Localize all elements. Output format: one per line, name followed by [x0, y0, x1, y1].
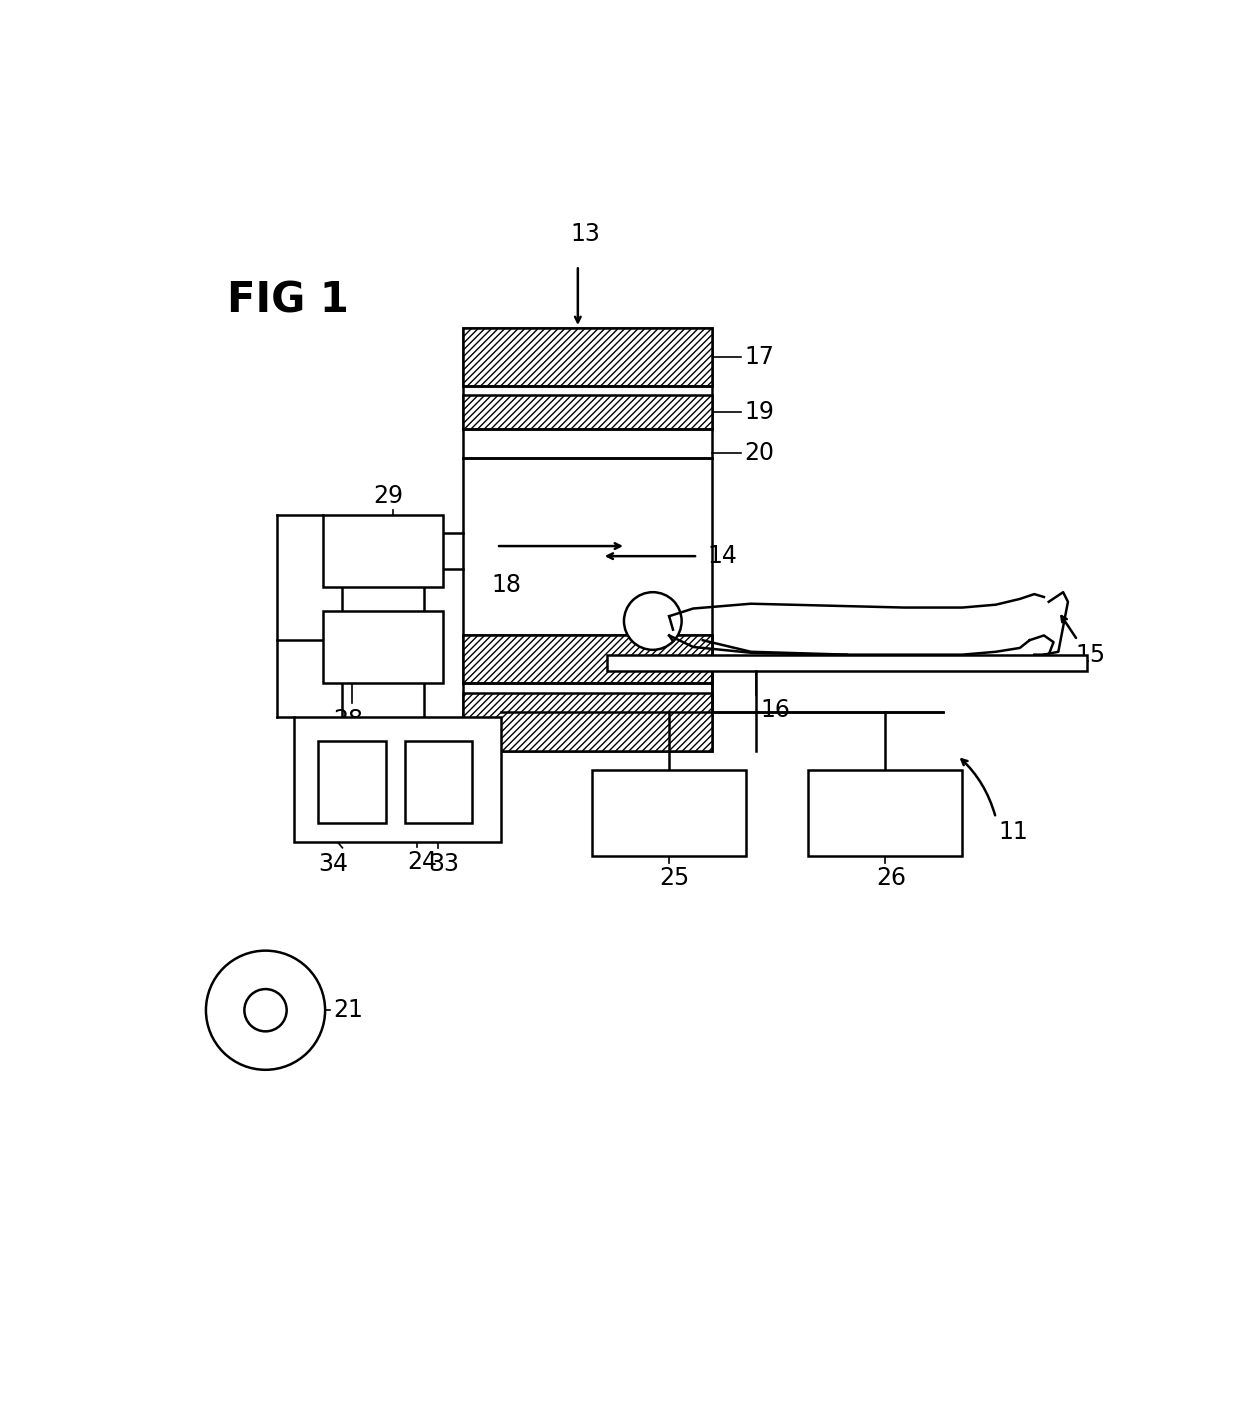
Text: 16: 16 — [760, 698, 790, 722]
Text: 25: 25 — [660, 866, 689, 890]
Text: 18: 18 — [491, 573, 521, 597]
Circle shape — [244, 989, 286, 1031]
Text: 19: 19 — [744, 401, 774, 425]
Bar — [463, 636, 712, 751]
Circle shape — [206, 951, 325, 1070]
Bar — [463, 328, 712, 385]
Text: 33: 33 — [429, 852, 459, 876]
Text: 28: 28 — [332, 708, 363, 731]
Bar — [324, 611, 444, 684]
Bar — [463, 395, 712, 429]
Text: 26: 26 — [875, 866, 905, 890]
Bar — [463, 693, 712, 751]
Text: 15: 15 — [1075, 643, 1106, 667]
Bar — [463, 693, 712, 751]
Bar — [463, 395, 712, 429]
Bar — [463, 636, 712, 684]
Bar — [404, 741, 472, 822]
Text: 20: 20 — [744, 441, 774, 465]
Bar — [319, 741, 386, 822]
Text: 17: 17 — [744, 345, 774, 368]
Text: 21: 21 — [332, 999, 362, 1023]
Text: 24: 24 — [407, 850, 438, 874]
Bar — [463, 636, 712, 684]
Text: FIG 1: FIG 1 — [227, 280, 348, 322]
Bar — [593, 771, 746, 856]
Text: 11: 11 — [998, 821, 1028, 845]
Text: 13: 13 — [570, 223, 600, 247]
Bar — [463, 328, 712, 385]
Bar — [808, 771, 962, 856]
Text: 14: 14 — [708, 544, 738, 569]
Circle shape — [624, 593, 682, 650]
Text: 34: 34 — [319, 852, 348, 876]
Bar — [606, 654, 1087, 671]
Bar — [324, 516, 444, 587]
Bar — [294, 717, 501, 842]
Bar — [463, 328, 712, 458]
Text: 29: 29 — [373, 483, 404, 507]
